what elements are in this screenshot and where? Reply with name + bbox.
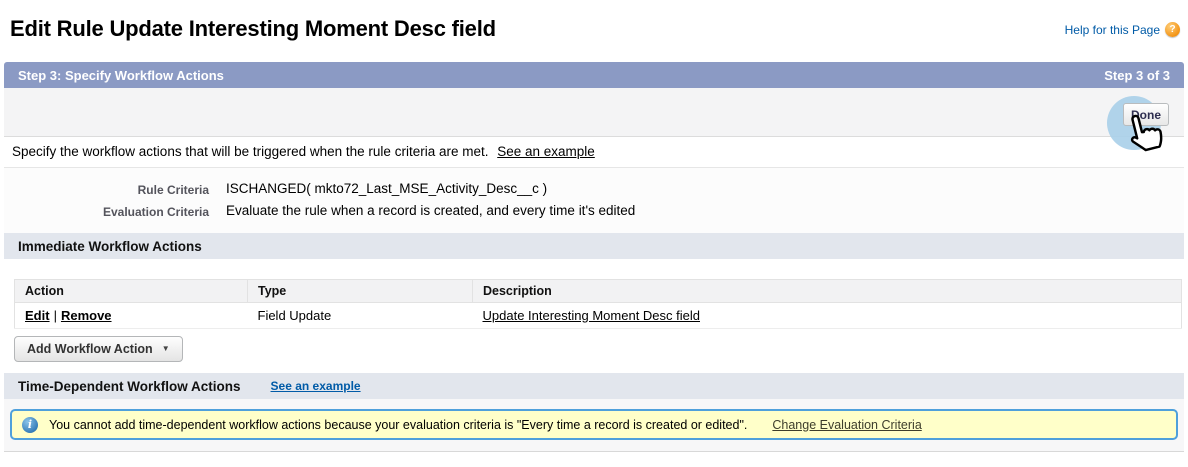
time-dependent-see-example-link[interactable]: See an example <box>270 379 361 393</box>
step-indicator: Step 3 of 3 <box>1104 67 1170 83</box>
help-for-page-link[interactable]: Help for this Page <box>1064 22 1160 37</box>
remove-action-link[interactable]: Remove <box>60 308 112 323</box>
edit-action-link[interactable]: Edit <box>25 308 50 323</box>
help-area: Help for this Page ? <box>1065 22 1180 37</box>
intro-row: Specify the workflow actions that will b… <box>4 137 1184 168</box>
step-title: Step 3: Specify Workflow Actions <box>18 67 224 83</box>
rule-criteria-row: Rule Criteria ISCHANGED( mkto72_Last_MSE… <box>4 181 1184 197</box>
description-cell: Update Interesting Moment Desc field <box>472 302 1182 329</box>
info-notice-box: i You cannot add time-dependent workflow… <box>10 409 1178 440</box>
intro-text: Specify the workflow actions that will b… <box>12 144 489 159</box>
rule-criteria-value: ISCHANGED( mkto72_Last_MSE_Activity_Desc… <box>226 181 548 196</box>
field-update-description-link[interactable]: Update Interesting Moment Desc field <box>482 308 701 323</box>
type-cell: Field Update <box>247 302 473 329</box>
hand-cursor-icon <box>1130 114 1163 152</box>
see-example-link[interactable]: See an example <box>497 144 595 159</box>
column-header-description: Description <box>472 279 1182 303</box>
step-header-bar: Step 3: Specify Workflow Actions Step 3 … <box>4 62 1184 88</box>
time-dependent-actions-header: Time-Dependent Workflow Actions See an e… <box>4 373 1184 399</box>
change-evaluation-criteria-link[interactable]: Change Evaluation Criteria <box>772 417 922 432</box>
notice-text: You cannot add time-dependent workflow a… <box>49 417 748 432</box>
page-header: Edit Rule Update Interesting Moment Desc… <box>0 0 1188 62</box>
table-row: Edit | Remove Field Update Update Interest… <box>14 302 1182 329</box>
criteria-summary: Rule Criteria ISCHANGED( mkto72_Last_MSE… <box>4 168 1184 233</box>
dropdown-caret-icon: ▼ <box>161 344 170 353</box>
time-dependent-actions-title: Time-Dependent Workflow Actions <box>18 378 241 394</box>
info-icon: i <box>22 416 38 433</box>
help-icon[interactable]: ? <box>1165 22 1180 37</box>
evaluation-criteria-label: Evaluation Criteria <box>102 205 209 219</box>
workflow-actions-table: Action Type Description Edit | Remove Fiel… <box>14 279 1182 329</box>
column-header-type: Type <box>247 279 473 303</box>
table-header-row: Action Type Description <box>14 279 1182 303</box>
immediate-actions-body: Action Type Description Edit | Remove Fiel… <box>4 259 1184 373</box>
action-cell: Edit | Remove <box>14 302 248 329</box>
immediate-actions-header: Immediate Workflow Actions <box>4 233 1184 259</box>
add-workflow-action-button[interactable]: Add Workflow Action ▼ <box>14 336 183 362</box>
add-workflow-action-label: Add Workflow Action <box>27 342 153 356</box>
toolbar-row: Done <box>4 88 1184 152</box>
rule-criteria-label: Rule Criteria <box>137 183 209 197</box>
column-header-action: Action <box>14 279 248 303</box>
evaluation-criteria-value: Evaluate the rule when a record is creat… <box>226 203 636 218</box>
link-separator: | <box>53 308 57 323</box>
workflow-step-panel: Step 3: Specify Workflow Actions Step 3 … <box>4 62 1184 452</box>
evaluation-criteria-row: Evaluation Criteria Evaluate the rule wh… <box>4 203 1184 219</box>
immediate-actions-title: Immediate Workflow Actions <box>18 238 202 254</box>
page-title: Edit Rule Update Interesting Moment Desc… <box>10 16 496 41</box>
notice-row: i You cannot add time-dependent workflow… <box>4 399 1184 452</box>
